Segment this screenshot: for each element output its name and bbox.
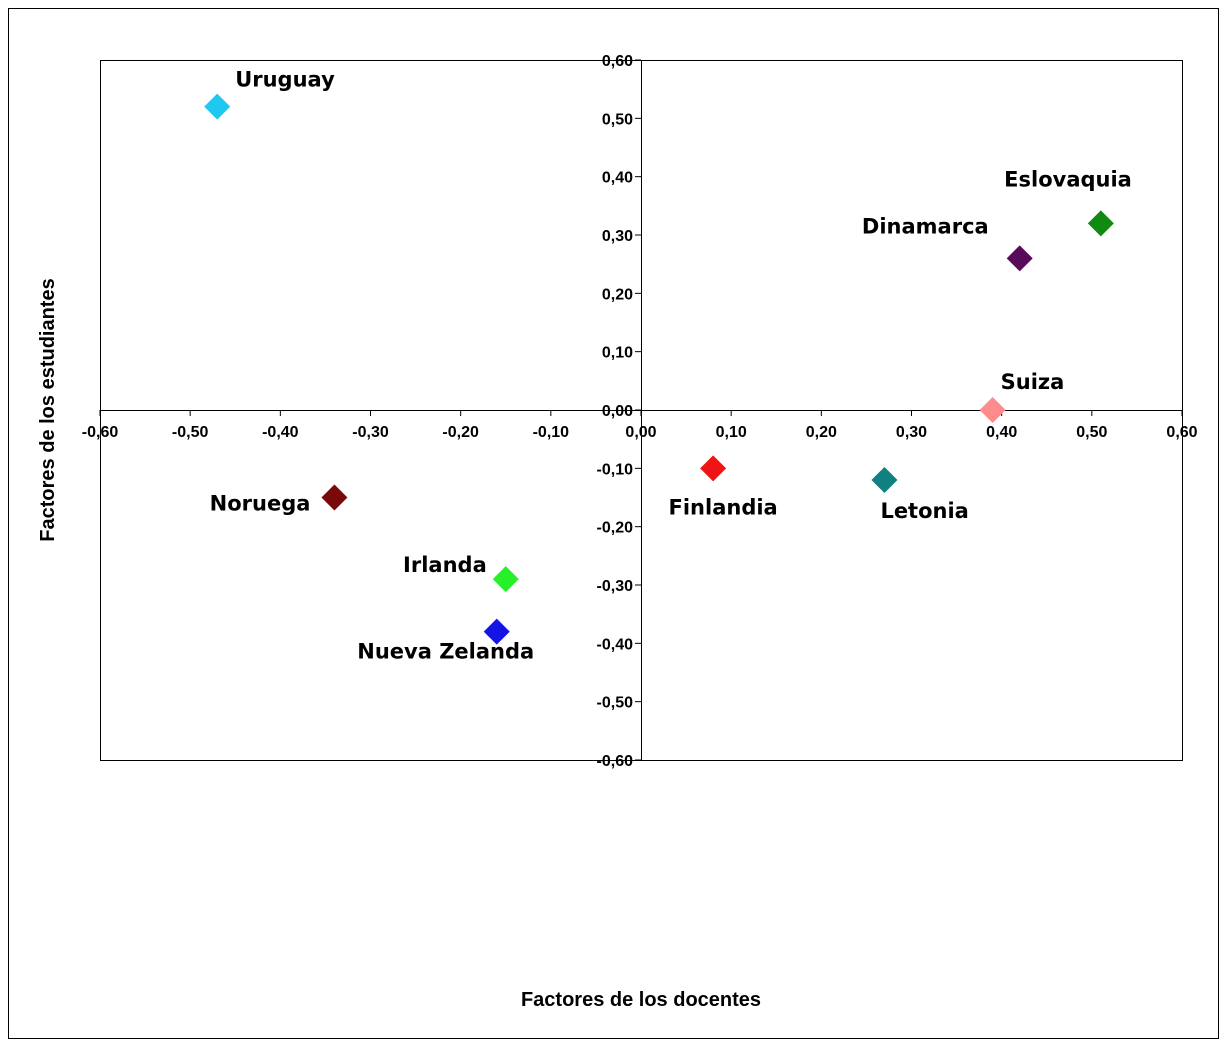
- x-tick-label: -0,30: [352, 424, 389, 441]
- y-tick-label: -0,10: [597, 461, 634, 478]
- y-tick-label: 0,50: [602, 111, 633, 128]
- y-tick-label: 0,00: [602, 403, 633, 420]
- y-tick-label: 0,40: [602, 170, 633, 187]
- y-tick-label: 0,10: [602, 345, 633, 362]
- x-tick-label: 0,00: [625, 424, 656, 441]
- x-tick-label: -0,10: [533, 424, 570, 441]
- chart-area-border: [8, 8, 1219, 1039]
- label-irlanda: Irlanda: [403, 553, 487, 577]
- x-axis-title: Factores de los docentes: [521, 989, 761, 1011]
- x-tick-label: 0,20: [806, 424, 837, 441]
- label-eslovaquia: Eslovaquia: [1004, 167, 1132, 191]
- x-tick-label: -0,60: [82, 424, 119, 441]
- label-uruguay: Uruguay: [235, 68, 335, 92]
- y-axis-title: Factores de los estudiantes: [37, 278, 59, 541]
- x-tick-label: -0,50: [172, 424, 209, 441]
- label-suiza: Suiza: [1001, 370, 1065, 394]
- point-finlandia: [700, 455, 727, 482]
- label-noruega: Noruega: [210, 492, 311, 516]
- x-tick-label: 0,30: [896, 424, 927, 441]
- y-tick-label: 0,60: [602, 53, 633, 70]
- y-tick-label: -0,50: [597, 695, 634, 712]
- x-tick-label: 0,60: [1166, 424, 1197, 441]
- point-irlanda: [492, 566, 519, 593]
- label-letonia: Letonia: [880, 499, 968, 523]
- x-tick-label: 0,40: [986, 424, 1017, 441]
- point-suiza: [979, 397, 1006, 423]
- x-tick-label: -0,40: [262, 424, 299, 441]
- y-axis-ticks: 0,60 0,50 0,40 0,30 0,20 0,10 0,00 -0,10 -0,20 -0…: [597, 53, 641, 770]
- label-nueva-zelanda: Nueva Zelanda: [357, 640, 534, 664]
- data-points: [204, 93, 1114, 645]
- point-dinamarca: [1006, 245, 1033, 272]
- label-finlandia: Finlandia: [669, 495, 778, 519]
- point-uruguay: [204, 93, 231, 120]
- point-noruega: [321, 484, 348, 511]
- y-tick-label: 0,20: [602, 286, 633, 303]
- x-tick-label: -0,20: [442, 424, 479, 441]
- point-nueva-zelanda: [483, 618, 510, 645]
- data-labels: Uruguay Eslovaquia Dinamarca Suiza Finlandia…: [210, 68, 1132, 664]
- label-dinamarca: Dinamarca: [862, 214, 989, 238]
- y-tick-label: 0,30: [602, 228, 633, 245]
- point-eslovaquia: [1087, 210, 1114, 237]
- y-tick-label: -0,30: [597, 578, 634, 595]
- y-tick-label: -0,40: [597, 636, 634, 653]
- y-tick-label: -0,20: [597, 520, 634, 537]
- y-tick-label: -0,60: [597, 753, 634, 770]
- point-letonia: [871, 467, 898, 493]
- x-tick-label: 0,10: [716, 424, 747, 441]
- x-axis-ticks: -0,60 -0,50 -0,40 -0,30 -0,20 -0,10 0,00 0,10 0,…: [82, 410, 1198, 441]
- x-tick-label: 0,50: [1076, 424, 1107, 441]
